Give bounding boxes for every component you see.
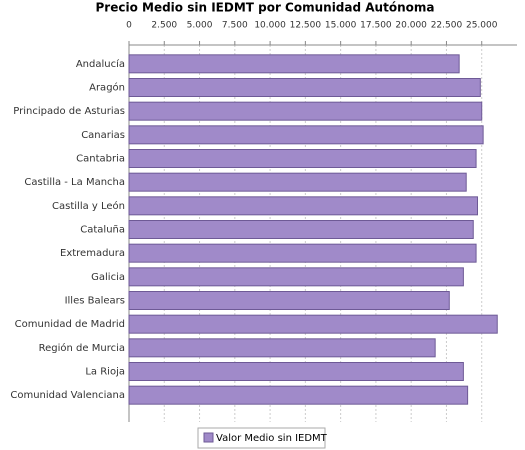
legend-label: Valor Medio sin IEDMT [216,433,328,444]
y-tick-label: Castilla y León [52,200,125,212]
bar [128,54,460,74]
bar [128,267,464,287]
y-tick-label: Región de Murcia [39,342,125,354]
legend-box [197,427,326,449]
x-tick-label: 22.500 [431,21,463,31]
bar [128,220,474,239]
bar [128,291,450,310]
x-tick-label: 20.000 [395,21,427,31]
bar [128,196,478,216]
bar [128,362,464,381]
chart-title: Precio Medio sin IEDMT por Comunidad Aut… [96,1,435,15]
bar [128,385,469,405]
x-tick-label: 25.000 [466,21,498,31]
bar [128,149,477,168]
y-tick-label: Canarias [81,130,125,141]
y-tick-label: Comunidad de Madrid [15,319,125,330]
bar [128,314,498,334]
y-tick-label: Illes Balears [65,296,125,307]
y-tick-label: Extremadura [60,248,125,259]
bar [128,172,467,192]
y-tick-label: Cantabria [76,154,125,165]
x-tick-label: 12.500 [290,21,322,31]
legend-swatch [203,432,214,443]
y-tick-label: Aragón [89,82,125,94]
x-tick-label: 15.000 [325,21,357,31]
y-tick-label: La Rioja [85,367,125,378]
bar [128,125,484,145]
y-tick-label: Castilla - La Mancha [24,177,125,188]
bar [128,78,481,97]
y-tick-label: Comunidad Valenciana [10,390,125,401]
x-tick-label: 17.500 [360,21,392,31]
x-tick-label: 0 [126,21,132,31]
x-tick-label: 10.000 [254,21,286,31]
x-tick-label: 2.500 [151,21,177,31]
y-tick-label: Galicia [91,272,125,283]
x-tick-label: 7.500 [222,21,248,31]
y-tick-label: Principado de Asturias [13,106,125,117]
bar [128,338,436,358]
y-tick-label: Andalucía [76,58,125,70]
x-tick-label: 5.000 [187,21,213,31]
bar [128,243,477,263]
y-tick-label: Cataluña [80,225,125,236]
bar [128,101,483,121]
